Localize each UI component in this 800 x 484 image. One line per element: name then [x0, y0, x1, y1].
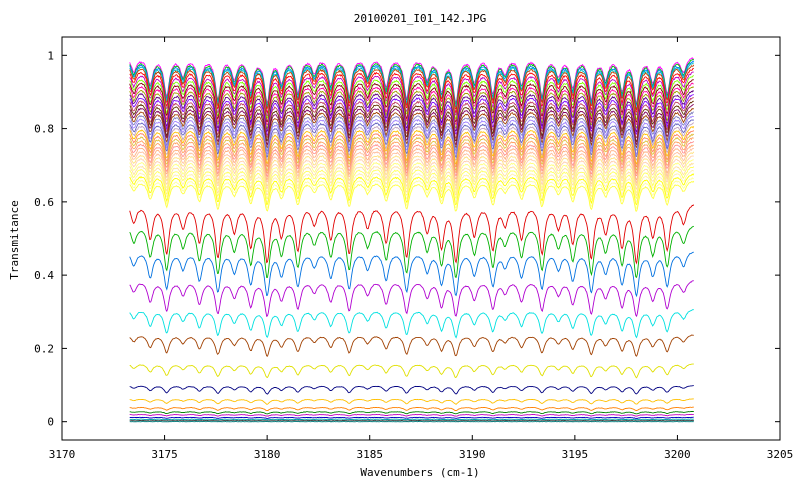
- x-axis-label: Wavenumbers (cm-1): [360, 466, 479, 479]
- y-tick-label: 0.2: [34, 342, 54, 355]
- chart-title: 20100201_I01_142.JPG: [354, 12, 486, 25]
- x-tick-label: 3195: [562, 448, 589, 461]
- x-tick-label: 3185: [356, 448, 383, 461]
- series-line-42: [130, 335, 694, 356]
- x-tick-label: 3200: [664, 448, 691, 461]
- series-line-49: [130, 417, 694, 418]
- x-tick-label: 3190: [459, 448, 486, 461]
- series-line-41: [130, 310, 694, 338]
- x-tick-label: 3175: [151, 448, 178, 461]
- y-tick-label: 0: [47, 416, 54, 429]
- y-tick-label: 1: [47, 49, 54, 62]
- series-line-43: [130, 364, 694, 378]
- series-line-44: [130, 386, 694, 395]
- y-tick-label: 0.4: [34, 269, 54, 282]
- series-line-50: [130, 419, 694, 420]
- series-line-45: [130, 399, 694, 405]
- series-line-40: [130, 281, 694, 317]
- series-line-46: [130, 407, 694, 410]
- x-tick-label: 3180: [254, 448, 281, 461]
- series-line-48: [130, 414, 694, 416]
- series-line-51: [130, 421, 694, 422]
- y-axis-label: Transmitance: [8, 200, 21, 279]
- series-line-47: [130, 412, 694, 414]
- x-tick-label: 3170: [49, 448, 76, 461]
- x-tick-label: 3205: [767, 448, 794, 461]
- y-tick-label: 0.8: [34, 123, 54, 136]
- series-line-37: [130, 205, 694, 263]
- y-tick-label: 0.6: [34, 196, 54, 209]
